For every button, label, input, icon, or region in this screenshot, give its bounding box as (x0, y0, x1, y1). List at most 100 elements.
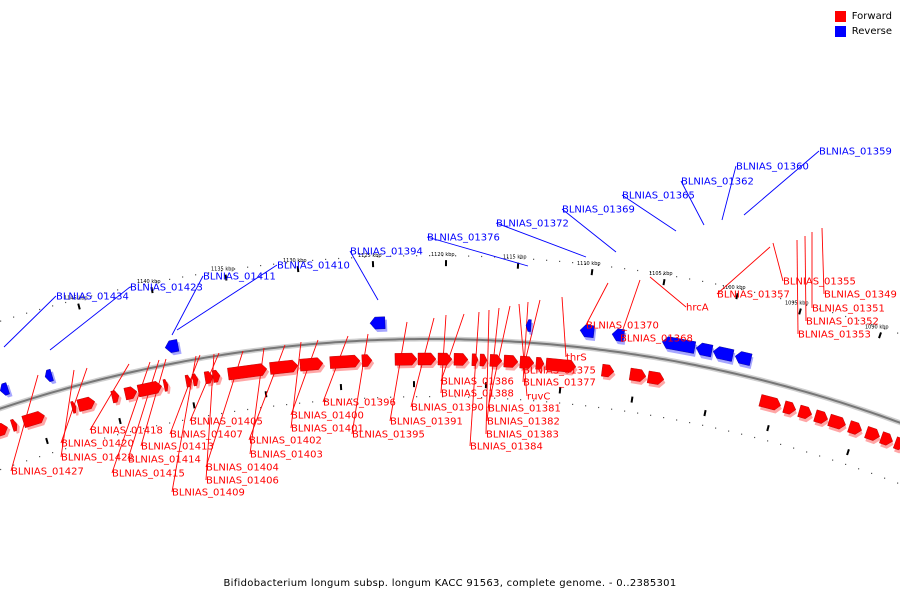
forward-gene-label: BLNIAS_01382 (487, 417, 560, 428)
inner-dot (13, 464, 15, 466)
leader-line (796, 239, 799, 335)
outer-dot (871, 323, 873, 326)
forward-gene (269, 359, 301, 378)
forward-gene-label: BLNIAS_01396 (323, 398, 396, 409)
leader-line (127, 359, 160, 460)
forward-gene-label: BLNIAS_01420 (61, 439, 134, 450)
forward-gene (123, 386, 140, 403)
reverse-gene (164, 339, 182, 356)
forward-gene (758, 394, 782, 414)
outer-dot (585, 263, 587, 265)
inner-dot (208, 415, 210, 417)
reverse-swatch (834, 26, 846, 37)
leader-line (426, 236, 529, 267)
inner-dot (793, 447, 795, 449)
inner-dot (728, 430, 730, 432)
leader-line (721, 165, 737, 221)
forward-gene (417, 352, 439, 369)
forward-gene-label: BLNIAS_01368 (620, 334, 693, 345)
forward-gene (361, 354, 375, 370)
outer-dot (312, 259, 314, 261)
outer-dot (884, 328, 886, 330)
forward-gene-label: BLNIAS_01355 (783, 277, 856, 288)
forward-gene-label: BLNIAS_01388 (441, 389, 514, 400)
legend-reverse: Reverse (834, 24, 892, 39)
outer-dot (754, 291, 756, 293)
forward-gene-label: BLNIAS_01349 (824, 290, 897, 301)
outer-dot (455, 255, 457, 257)
inner-scale-dots (0, 396, 899, 484)
gene-features (0, 316, 900, 454)
reverse-gene (734, 351, 754, 370)
outer-dot (598, 264, 600, 266)
forward-gene (191, 373, 201, 389)
scale-label: 1145 kbp (64, 296, 88, 302)
inner-tick (630, 396, 634, 403)
outer-dot (364, 256, 366, 258)
inner-dot (325, 400, 327, 402)
inner-dot (234, 410, 236, 412)
forward-gene-label: BLNIAS_01370 (586, 321, 659, 332)
inner-dot (416, 396, 418, 398)
inner-dot (312, 401, 314, 403)
reverse-gene-label: BLNIAS_01365 (622, 191, 695, 202)
outer-dot (104, 292, 106, 294)
outer-dot (468, 255, 470, 257)
major-tick (150, 287, 154, 294)
leader-line (680, 180, 705, 226)
inner-dot (429, 396, 431, 398)
leader-line (171, 275, 204, 336)
outer-dot (91, 295, 93, 297)
inner-dot (507, 398, 509, 400)
forward-gene-label: BLNIAS_01400 (291, 411, 364, 422)
inner-dot (52, 452, 54, 454)
inner-tick (846, 448, 850, 456)
legend-forward-label: Forward (851, 11, 892, 22)
reverse-gene-label: BLNIAS_01359 (819, 147, 892, 158)
inner-dot (247, 408, 249, 411)
forward-gene (797, 404, 813, 423)
scale-label: 1135 kbp (211, 267, 235, 273)
outer-dot (260, 265, 262, 267)
major-tick (798, 308, 802, 315)
genome-backbone (0, 336, 900, 426)
outer-dot (247, 266, 249, 268)
inner-dot (754, 436, 756, 439)
inner-dot (520, 399, 522, 401)
inner-dot (351, 398, 353, 400)
forward-gene-label: BLNIAS_01377 (523, 378, 596, 389)
outer-dot (611, 266, 613, 268)
scale-label: 1120 kbp (431, 252, 455, 258)
outer-dot (715, 283, 717, 285)
outer-dot (832, 312, 834, 314)
outer-dot (39, 308, 41, 311)
forward-gene (813, 409, 829, 428)
forward-gene (21, 411, 48, 431)
reverse-gene-label: BLNIAS_01423 (130, 283, 203, 294)
reverse-gene (0, 382, 13, 398)
inner-dot (260, 407, 262, 409)
inner-dot (65, 448, 67, 450)
forward-gene-label: BLNIAS_01409 (172, 488, 245, 499)
outer-dot (494, 256, 496, 258)
leader-line (649, 276, 687, 308)
reverse-gene-label: BLNIAS_01394 (350, 247, 423, 258)
inner-dot (390, 396, 392, 398)
inner-dot (897, 482, 899, 484)
forward-swatch (834, 11, 846, 22)
outer-dot (416, 255, 418, 257)
forward-gene-label: BLNIAS_01351 (812, 304, 885, 315)
reverse-gene-label: BLNIAS_01369 (562, 205, 635, 216)
inner-dot (689, 422, 691, 424)
gene-labels: BLNIAS_01359 BLNIAS_01360 BLNIAS_01362 BLNI… (11, 147, 897, 499)
leader-line (743, 150, 820, 216)
inner-tick (45, 437, 49, 445)
outer-dot (793, 301, 795, 303)
inner-dot (598, 406, 600, 409)
forward-gene-label: BLNIAS_01415 (112, 469, 185, 480)
inner-tick (703, 409, 707, 417)
forward-gene-label: BLNIAS_01427 (11, 467, 84, 478)
leader-line (176, 264, 278, 331)
forward-gene-label: BLNIAS_01353 (798, 330, 871, 341)
outer-dot (221, 270, 223, 272)
